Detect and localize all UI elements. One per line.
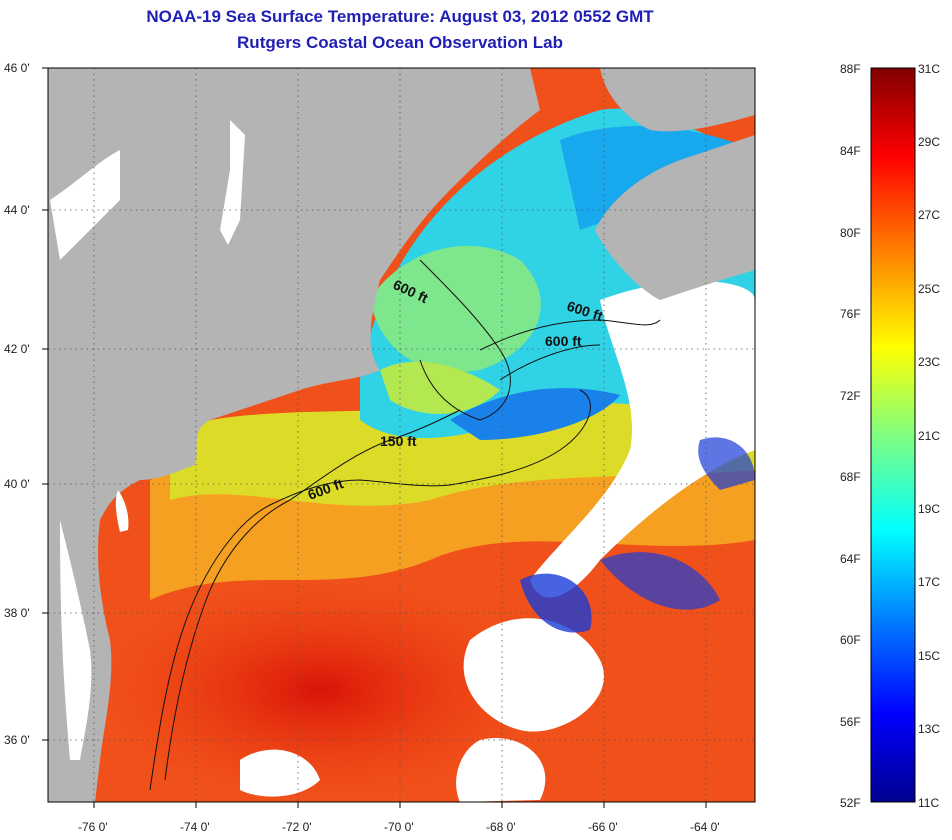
colorbar-c-label: 11C <box>918 796 940 810</box>
cloud-edge <box>698 437 755 490</box>
lon-label: -72 0' <box>282 820 312 834</box>
contour-label-browns: 600 ft <box>545 333 582 349</box>
colorbar-f-label: 68F <box>840 470 861 484</box>
land-nova-scotia <box>595 135 755 300</box>
colorbar-c-label: 25C <box>918 282 941 296</box>
lon-label: -74 0' <box>180 820 210 834</box>
colorbar-f-label: 88F <box>840 62 861 76</box>
lake-champlain <box>220 120 245 245</box>
lat-label: 36 0' <box>4 733 30 747</box>
lon-label: -76 0' <box>78 820 108 834</box>
cloud-cover-southeast <box>456 738 546 802</box>
lat-label: 40 0' <box>4 477 30 491</box>
colorbar-f-label: 76F <box>840 307 861 321</box>
colorbar-c-label: 31C <box>918 62 941 76</box>
contour-gulf <box>419 259 511 421</box>
delaware-bay <box>115 490 129 532</box>
lat-label: 46 0' <box>4 61 30 75</box>
colorbar-f-label: 56F <box>840 715 861 729</box>
lat-label: 38 0' <box>4 606 30 620</box>
cloud-cover-southwest <box>240 749 320 797</box>
bathymetry-contours <box>149 259 661 791</box>
lat-label: 44 0' <box>4 203 30 217</box>
contour-150ft <box>164 409 461 781</box>
cloud-edge <box>600 552 720 610</box>
cloud-cover <box>530 281 755 598</box>
colorbar-c-label: 17C <box>918 575 941 589</box>
colorbar-c-label: 19C <box>918 502 941 516</box>
colorbar-f-label: 80F <box>840 226 861 240</box>
colorbar-c-label: 23C <box>918 355 941 369</box>
land-east-coast <box>48 68 540 802</box>
contour-600ft-northeast <box>479 319 661 351</box>
lon-label: -64 0' <box>690 820 720 834</box>
lon-label: -66 0' <box>588 820 618 834</box>
cloud-edge <box>520 573 592 633</box>
chesapeake-bay <box>60 520 92 760</box>
shoal-water <box>380 361 500 414</box>
map-frame <box>47 67 756 803</box>
temperature-colorbar <box>870 67 916 803</box>
cold-patch <box>450 388 620 440</box>
lake-ontario <box>50 150 120 260</box>
bank-water <box>370 245 541 372</box>
colorbar-c-label: 13C <box>918 722 941 736</box>
colorbar-c-label: 29C <box>918 135 941 149</box>
colorbar-f-label: 64F <box>840 552 861 566</box>
lon-label: -70 0' <box>384 820 414 834</box>
land-new-brunswick <box>600 68 755 132</box>
map-ticks <box>42 67 707 808</box>
contour-label-150ft: 150 ft <box>380 433 417 449</box>
colorbar-c-label: 21C <box>918 429 941 443</box>
colorbar-c-label: 27C <box>918 208 941 222</box>
graticule <box>48 68 755 802</box>
colorbar-f-label: 84F <box>840 144 861 158</box>
lat-label: 42 0' <box>4 342 30 356</box>
colorbar-f-label: 60F <box>840 633 861 647</box>
warm-core <box>100 580 540 800</box>
sst-map-area <box>48 68 755 802</box>
colorbar-c-label: 15C <box>918 649 941 663</box>
map-subtitle: Rutgers Coastal Ocean Observation Lab <box>237 33 563 52</box>
lon-label: -68 0' <box>486 820 516 834</box>
mid-shelf-water <box>170 396 755 506</box>
contour-600ft-shelf <box>149 389 591 791</box>
contour-600ft-browns <box>499 344 601 381</box>
colorbar-f-label: 52F <box>840 796 861 810</box>
colorbar-f-label: 72F <box>840 389 861 403</box>
cloud-cover-south <box>463 618 604 732</box>
map-title: NOAA-19 Sea Surface Temperature: August … <box>146 7 654 26</box>
